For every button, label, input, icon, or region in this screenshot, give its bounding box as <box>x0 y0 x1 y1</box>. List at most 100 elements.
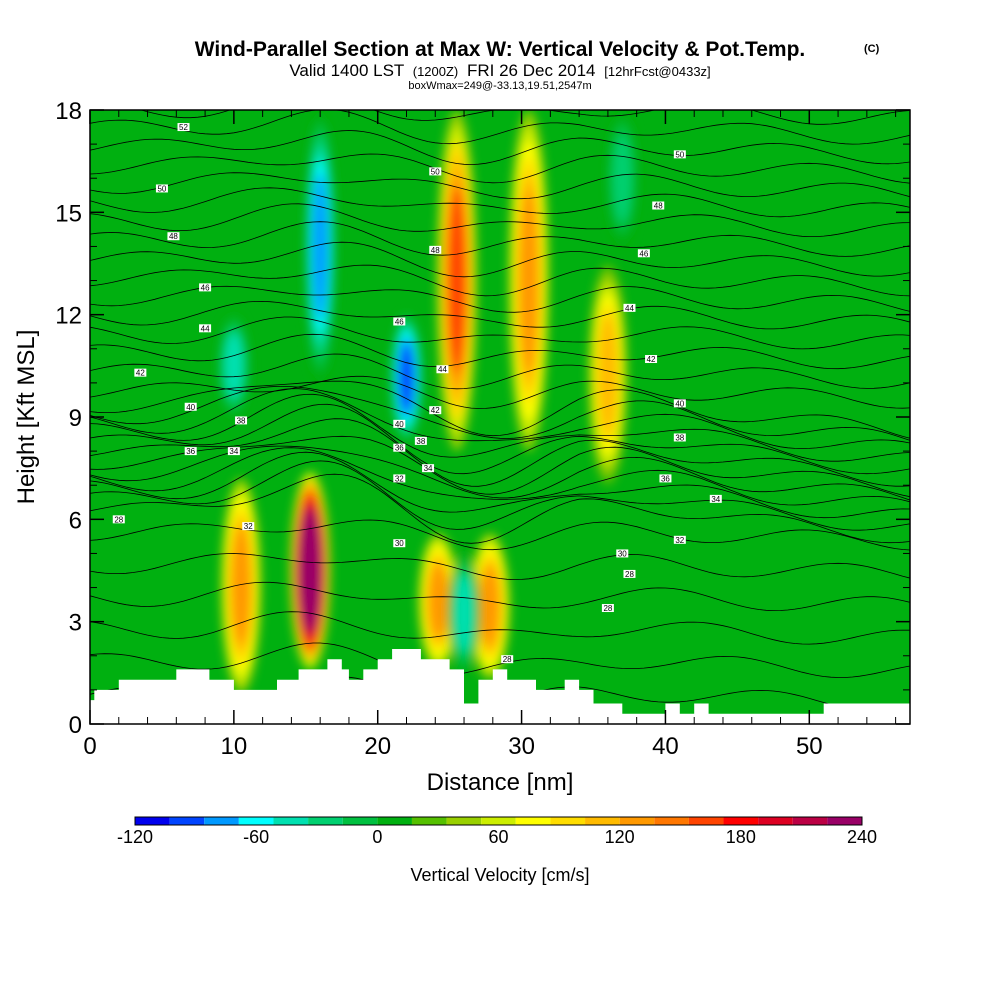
theta-label: 40 <box>393 419 406 429</box>
colorbar-swatch <box>515 817 551 825</box>
y-tick-label: 0 <box>69 712 82 739</box>
theta-label: 44 <box>623 303 636 313</box>
x-tick-label: 50 <box>796 733 823 760</box>
velocity-band <box>312 172 328 321</box>
theta-label-box <box>601 604 614 613</box>
velocity-band <box>399 343 414 412</box>
colorbar-tick-label: -120 <box>117 827 153 847</box>
theta-label-text: 34 <box>229 447 238 456</box>
theta-label: 34 <box>709 494 722 504</box>
colorbar-tick-label: 240 <box>847 827 877 847</box>
theta-contour <box>90 447 910 506</box>
velocity-feature <box>587 263 628 486</box>
theta-contour <box>90 221 910 257</box>
theta-label-box <box>637 249 650 258</box>
theta-contour <box>90 153 910 184</box>
colorbar-swatch <box>481 817 516 825</box>
theta-label: 32 <box>393 474 406 483</box>
theta-label: 32 <box>673 535 686 545</box>
theta-label-text: 46 <box>639 249 648 258</box>
theta-label: 38 <box>673 433 686 442</box>
theta-label: 28 <box>501 655 514 664</box>
theta-label: 50 <box>155 184 168 193</box>
colorbar-swatch <box>723 817 759 825</box>
theta-label-box <box>167 232 180 241</box>
theta-label-text: 44 <box>438 365 447 374</box>
chart-subtitle: Valid 1400 LST (1200Z) FRI 26 Dec 2014 [… <box>289 61 710 80</box>
colorbar-tick-label: 120 <box>605 827 635 847</box>
theta-contour <box>139 110 910 125</box>
theta-label-text: 50 <box>431 167 440 176</box>
theta-label: 40 <box>184 402 197 412</box>
theta-label-text: 28 <box>114 515 123 524</box>
theta-label-box <box>623 569 636 578</box>
colorbar-swatch <box>585 817 620 825</box>
y-tick-label: 9 <box>69 405 82 432</box>
copyright-mark: (C) <box>864 43 880 55</box>
theta-label-box <box>673 535 686 544</box>
theta-label-box <box>429 406 442 415</box>
theta-contour <box>90 393 910 462</box>
colorbar-swatch <box>827 817 862 825</box>
valid-utc: (1200Z) <box>413 64 459 79</box>
theta-label-box <box>393 317 406 326</box>
theta-label: 42 <box>429 406 442 415</box>
y-tick-label: 6 <box>69 507 82 534</box>
theta-label: 44 <box>199 324 212 333</box>
theta-label: 28 <box>112 515 125 524</box>
theta-label-text: 38 <box>416 437 425 446</box>
velocity-feature <box>606 110 639 247</box>
colorbar-swatch <box>792 817 828 825</box>
theta-label-box <box>422 464 435 473</box>
theta-label-text: 42 <box>136 369 145 378</box>
theta-label: 48 <box>167 232 180 241</box>
velocity-feature <box>436 110 477 452</box>
theta-label-box <box>616 549 629 558</box>
theta-label-text: 32 <box>244 522 253 531</box>
box-wmax-info: boxWmax=249@-33.13,19.51,2547m <box>408 80 591 92</box>
theta-label-text: 42 <box>431 406 440 415</box>
theta-label: 28 <box>601 604 614 613</box>
theta-label: 42 <box>134 368 147 378</box>
theta-label: 38 <box>235 416 248 425</box>
theta-label-text: 44 <box>201 324 210 333</box>
theta-label-box <box>436 365 449 374</box>
theta-label-box <box>199 283 212 292</box>
velocity-band <box>300 516 320 625</box>
theta-label: 36 <box>184 447 197 456</box>
theta-label-box <box>673 150 686 159</box>
colorbar-swatch <box>273 817 309 825</box>
theta-label-text: 28 <box>603 604 612 613</box>
theta-label: 46 <box>199 283 212 292</box>
colorbar-swatch <box>204 817 239 825</box>
theta-label-box <box>429 167 442 176</box>
colorbar-swatch <box>619 817 655 825</box>
theta-label-box <box>645 355 658 364</box>
theta-contour <box>90 203 910 237</box>
theta-contour <box>90 581 910 612</box>
theta-label-text: 46 <box>395 317 404 326</box>
theta-contour <box>90 353 910 390</box>
theta-label-box <box>184 447 197 456</box>
theta-contour <box>90 172 910 200</box>
colorbar-swatch <box>238 817 274 825</box>
colorbar-tick-label: 0 <box>372 827 382 847</box>
theta-label-box <box>501 655 514 664</box>
colorbar-swatch <box>308 817 343 825</box>
theta-label-box <box>709 494 722 503</box>
theta-label: 46 <box>393 317 406 326</box>
colorbar-frame <box>134 816 863 826</box>
theta-label-box <box>134 368 147 377</box>
colorbar-tick-label: -60 <box>243 827 269 847</box>
colorbar-swatch <box>446 817 482 825</box>
theta-label-box <box>429 245 442 254</box>
theta-label-text: 52 <box>179 123 188 132</box>
y-tick-label: 3 <box>69 610 82 637</box>
theta-contour <box>90 553 910 581</box>
theta-label: 28 <box>623 569 636 579</box>
y-tick-label: 12 <box>55 303 82 330</box>
theta-label: 50 <box>429 167 442 176</box>
theta-label: 40 <box>673 399 686 408</box>
x-tick-label: 10 <box>221 733 248 760</box>
theta-label-box <box>177 123 190 132</box>
